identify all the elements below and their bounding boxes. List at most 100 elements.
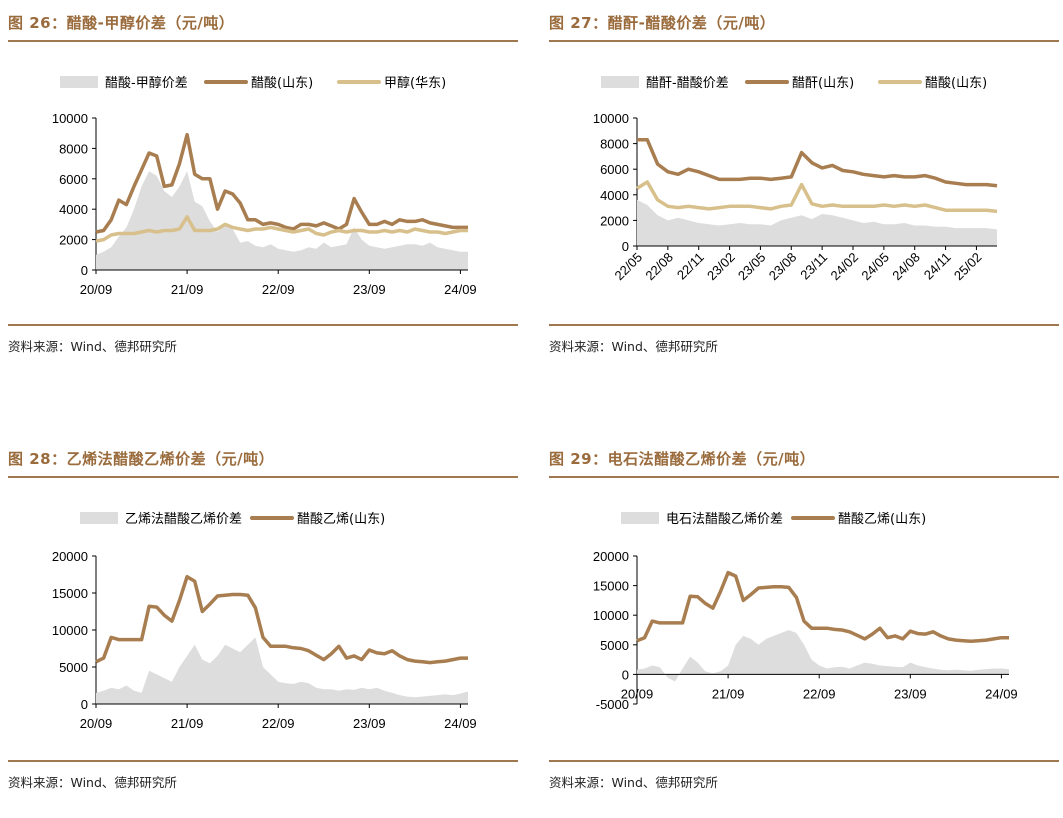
legend-label: 甲醇(华东)	[384, 75, 446, 91]
y-tick-label: -5000	[596, 697, 629, 712]
y-tick-label: 2000	[59, 233, 88, 248]
y-tick-label: 6000	[600, 162, 629, 177]
x-tick-label: 21/09	[712, 686, 745, 701]
legend-item: 醋酸-甲醇价差	[60, 75, 188, 91]
series-line	[637, 138, 998, 188]
legend-swatch	[621, 512, 659, 524]
chart-title: 图 27：醋酐-醋酸价差（元/吨）	[549, 14, 776, 32]
chart-title: 图 28：乙烯法醋酸乙烯价差（元/吨）	[8, 450, 275, 468]
x-tick-label: 22/05	[612, 250, 646, 284]
y-tick-label: 10000	[52, 111, 88, 126]
x-tick-label: 22/11	[674, 250, 707, 283]
x-tick-label: 20/09	[80, 716, 113, 731]
source-note: 资料来源：Wind、德邦研究所	[8, 339, 177, 354]
legend-label: 醋酸乙烯(山东)	[297, 511, 385, 527]
y-tick-label: 8000	[600, 137, 629, 152]
series-area	[96, 637, 468, 704]
y-tick-label: 15000	[593, 579, 629, 594]
y-tick-label: 10000	[52, 623, 88, 638]
chart-svg: 醋酐-醋酸价差 醋酐(山东) 醋酸(山东) 0 2000 4000 6000 8000 1000…	[593, 75, 998, 284]
legend-label: 醋酸乙烯(山东)	[838, 511, 926, 527]
title-rule	[8, 40, 518, 42]
chart-panel-28: 图 28：乙烯法醋酸乙烯价差（元/吨） 乙烯法醋酸乙烯价差 醋酸乙烯(山东) 0 50…	[8, 448, 518, 818]
x-tick-label: 24/09	[444, 716, 477, 731]
chart-title: 图 29：电石法醋酸乙烯价差（元/吨）	[549, 450, 816, 468]
source-rule	[8, 760, 518, 762]
y-tick-label: 5000	[600, 638, 629, 653]
source-rule	[8, 324, 518, 326]
y-tick-label: 0	[622, 239, 629, 254]
title-rule	[549, 40, 1059, 42]
legend-label: 乙烯法醋酸乙烯价差	[125, 511, 242, 527]
legend-item: 电石法醋酸乙烯价差	[621, 511, 783, 527]
legend-item: 醋酐-醋酸价差	[601, 75, 729, 91]
y-tick-label: 10000	[593, 111, 629, 126]
legend-label: 醋酸-甲醇价差	[105, 75, 188, 91]
x-tick-label: 20/09	[80, 282, 113, 297]
x-tick-label: 25/02	[951, 250, 985, 284]
legend-item: 醋酸乙烯(山东)	[791, 511, 926, 527]
chart-panel-26: 图 26：醋酸-甲醇价差（元/吨） 醋酸-甲醇价差 醋酸(山东) 甲醇(华东) 0 20…	[8, 12, 518, 382]
x-tick-label: 22/09	[262, 282, 295, 297]
legend-item: 甲醇(华东)	[337, 75, 446, 91]
legend-item: 乙烯法醋酸乙烯价差	[80, 511, 242, 527]
source-rule	[549, 324, 1059, 326]
y-tick-label: 0	[81, 697, 88, 712]
series-line	[636, 180, 998, 214]
y-tick-label: 4000	[59, 202, 88, 217]
x-tick-label: 24/11	[921, 250, 954, 283]
chart-svg: 醋酸-甲醇价差 醋酸(山东) 甲醇(华东) 0 2000 4000 6000 8000 1000…	[52, 75, 477, 297]
source-note: 资料来源：Wind、德邦研究所	[549, 775, 718, 790]
x-tick-label: 20/09	[621, 686, 654, 701]
chart-title: 图 26：醋酸-甲醇价差（元/吨）	[8, 14, 235, 32]
y-tick-label: 0	[622, 667, 629, 682]
legend-label: 电石法醋酸乙烯价差	[666, 511, 783, 527]
x-tick-label: 23/11	[797, 250, 830, 283]
y-tick-label: 20000	[593, 549, 629, 564]
y-tick-label: 0	[81, 263, 88, 278]
source-rule	[549, 760, 1059, 762]
x-tick-label: 24/05	[858, 250, 892, 284]
x-tick-label: 24/09	[444, 282, 477, 297]
series-area	[637, 630, 1009, 682]
x-tick-label: 24/09	[985, 686, 1018, 701]
x-tick-label: 23/08	[766, 250, 800, 284]
series-line	[95, 215, 468, 243]
source-note: 资料来源：Wind、德邦研究所	[549, 339, 718, 354]
legend-item: 醋酸乙烯(山东)	[250, 511, 385, 527]
legend-item: 醋酸(山东)	[878, 75, 987, 91]
title-rule	[8, 476, 518, 478]
y-tick-label: 10000	[593, 608, 629, 623]
x-tick-label: 23/09	[353, 282, 386, 297]
x-tick-label: 23/02	[704, 250, 738, 284]
legend-label: 醋酐(山东)	[792, 75, 854, 91]
x-tick-label: 22/09	[803, 686, 836, 701]
y-tick-label: 4000	[600, 188, 629, 203]
legend-swatch	[80, 512, 118, 524]
y-tick-label: 6000	[59, 172, 88, 187]
chart-svg: 电石法醋酸乙烯价差 醋酸乙烯(山东) -5000 0 5000 10000 15000 200…	[593, 511, 1018, 712]
x-tick-label: 22/08	[642, 250, 676, 284]
x-tick-label: 23/09	[894, 686, 927, 701]
x-tick-label: 23/05	[735, 250, 769, 284]
x-tick-label: 24/02	[828, 250, 862, 284]
legend-swatch	[60, 76, 98, 88]
y-tick-label: 8000	[59, 141, 88, 156]
series-line	[95, 132, 468, 234]
series-area	[637, 199, 997, 246]
x-tick-label: 24/08	[889, 250, 923, 284]
legend-label: 醋酐-醋酸价差	[646, 75, 729, 91]
series-area	[96, 171, 468, 270]
legend-label: 醋酸(山东)	[251, 75, 313, 91]
y-tick-label: 5000	[59, 660, 88, 675]
x-tick-label: 21/09	[171, 716, 204, 731]
legend-item: 醋酸(山东)	[204, 75, 313, 91]
legend-item: 醋酐(山东)	[745, 75, 854, 91]
title-rule	[549, 476, 1059, 478]
x-tick-label: 23/09	[353, 716, 386, 731]
y-tick-label: 15000	[52, 586, 88, 601]
chart-panel-27: 图 27：醋酐-醋酸价差（元/吨） 醋酐-醋酸价差 醋酐(山东) 醋酸(山东) 0 20…	[549, 12, 1059, 382]
x-tick-label: 22/09	[262, 716, 295, 731]
y-tick-label: 20000	[52, 549, 88, 564]
series-line	[95, 574, 468, 665]
